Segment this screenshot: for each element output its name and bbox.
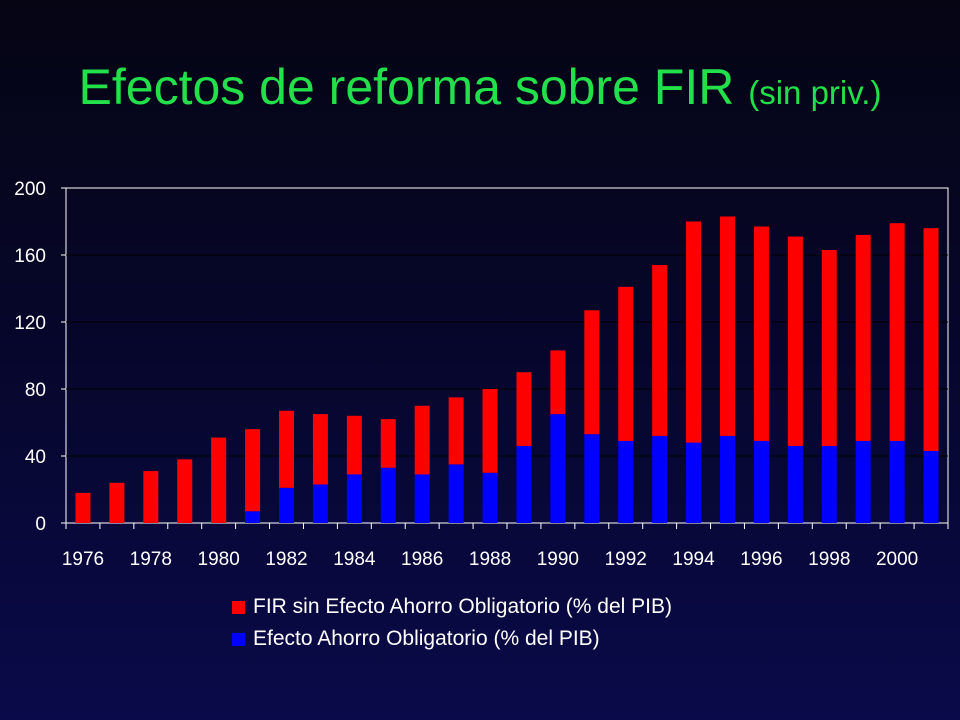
x-tick-label: 1978 [130,549,172,570]
bars [75,216,939,523]
y-tick-label: 40 [25,447,46,468]
legend-swatch-efecto [232,632,245,646]
bar-efecto-1992 [618,440,634,523]
gridlines [66,254,948,457]
bar-fir-1982 [279,410,294,488]
bar-fir-2001 [923,228,939,451]
x-tick-label: 1998 [808,549,850,570]
bar-fir-1984 [346,415,362,475]
bar-fir-1985 [380,419,396,468]
x-tick-label: 2000 [876,549,918,570]
bar-efecto-1994 [686,442,702,523]
bar-fir-1980 [211,437,227,523]
x-axis: 1976 1978 1980 1982 1984 1986 1988 1990 1992 1994… [62,523,949,570]
bar-fir-1988 [482,389,498,473]
bar-fir-1991 [584,310,600,435]
chart-title-sub: (sin priv.) [748,74,882,111]
bar-fir-1992 [618,286,634,441]
y-tick-label: 80 [25,380,46,401]
bar-fir-1983 [312,414,328,485]
bar-efecto-2001 [923,450,939,523]
bar-fir-1993 [652,265,668,436]
bar-efecto-1989 [516,445,532,523]
bar-efecto-1985 [380,467,396,523]
bar-efecto-1987 [448,464,464,523]
bar-efecto-1986 [414,474,430,523]
bar-fir-1995 [720,216,735,436]
bar-efecto-1981 [245,511,261,523]
x-tick-label: 1986 [401,549,443,570]
y-tick-label: 200 [14,179,46,200]
bar-fir-1978 [143,471,159,523]
bar-fir-2000 [889,223,905,441]
bar-fir-1987 [448,397,464,465]
x-tick-label: 1994 [672,549,715,570]
bar-fir-1989 [516,372,532,446]
legend-swatch-fir [232,600,245,614]
legend-label-efecto: Efecto Ahorro Obligatorio (% del PIB) [253,627,600,650]
x-tick-label: 1990 [537,549,579,570]
y-tick-label: 160 [14,246,46,267]
bar-fir-1998 [821,249,837,446]
legend-item-efecto: Efecto Ahorro Obligatorio (% del PIB) [232,623,672,655]
bar-fir-1994 [686,221,702,443]
bar-fir-1976 [75,492,91,523]
legend-item-fir: FIR sin Efecto Ahorro Obligatorio (% del… [232,591,672,623]
bar-efecto-1982 [279,487,294,523]
bar-fir-1977 [109,482,125,523]
bar-fir-1996 [753,226,769,441]
bar-efecto-1988 [482,472,498,523]
bar-fir-1981 [245,429,261,512]
legend: FIR sin Efecto Ahorro Obligatorio (% del… [232,591,672,655]
x-tick-label: 1988 [469,549,511,570]
y-tick-label: 0 [35,514,46,535]
x-tick-label: 1996 [740,549,782,570]
bar-efecto-1983 [312,484,328,523]
bar-efecto-1993 [652,435,668,523]
bar-efecto-1991 [584,434,600,523]
bar-fir-1979 [177,459,193,523]
y-tick-label: 120 [14,313,46,334]
bar-fir-1990 [550,350,566,415]
bar-efecto-1995 [720,435,735,523]
x-tick-label: 1982 [265,549,307,570]
x-tick-label: 1992 [605,549,647,570]
bar-efecto-1990 [550,414,566,523]
bar-fir-1986 [414,405,430,475]
bar-efecto-1984 [346,474,362,523]
bar-efecto-1999 [855,440,871,523]
bar-efecto-2000 [889,440,905,523]
bar-fir-1999 [855,234,871,441]
legend-label-fir: FIR sin Efecto Ahorro Obligatorio (% del… [253,595,673,618]
chart-title-main: Efectos de reforma sobre FIR [78,59,735,115]
plot-area [65,187,949,524]
x-tick-label: 1984 [333,549,376,570]
y-axis: 0 40 80 120 160 200 [14,179,66,535]
x-tick-label: 1980 [198,549,240,570]
bar-efecto-1998 [821,445,837,523]
chart-title: Efectos de reforma sobre FIR (sin priv.) [0,52,960,128]
bar-efecto-1996 [753,440,769,523]
x-tick-label: 1976 [62,549,104,570]
bar-efecto-1997 [787,445,803,523]
bar-fir-1997 [787,236,803,446]
